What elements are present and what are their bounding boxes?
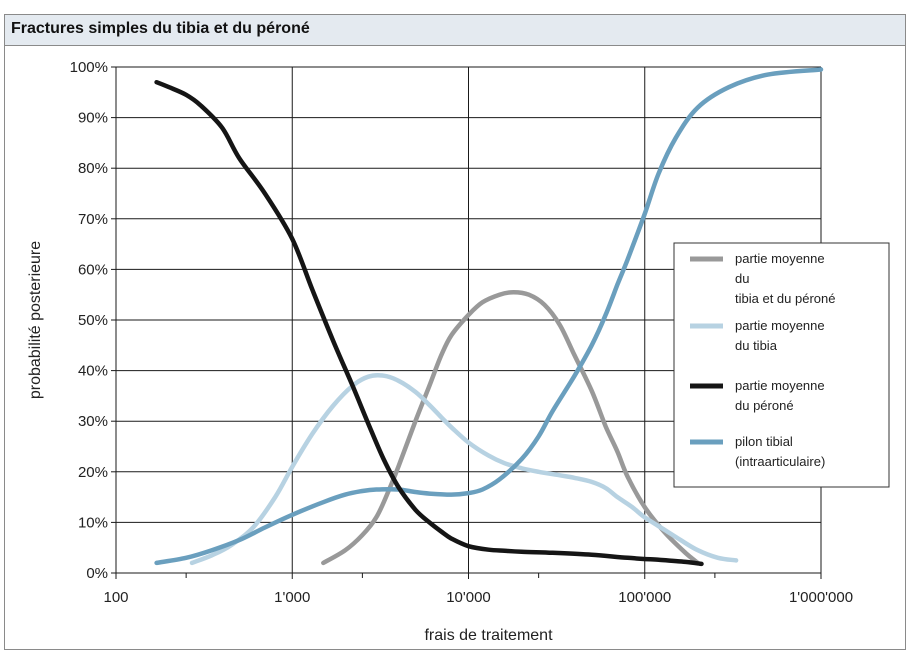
y-tick-label: 30% bbox=[78, 413, 108, 430]
series-lines bbox=[154, 67, 824, 567]
legend-label: partie moyenne bbox=[735, 378, 825, 393]
x-tick-label: 1'000 bbox=[274, 589, 310, 606]
y-tick-label: 0% bbox=[86, 565, 108, 582]
y-tick-label: 50% bbox=[78, 312, 108, 329]
legend-label: partie moyenne bbox=[735, 251, 825, 266]
chart-header: Fractures simples du tibia et du péroné bbox=[5, 15, 905, 46]
y-tick-label: 60% bbox=[78, 261, 108, 278]
legend-label: du bbox=[735, 271, 749, 286]
legend: partie moyenne du tibia et du péroné partie… bbox=[673, 242, 890, 488]
series-line-2 bbox=[189, 373, 739, 566]
legend-label: du péroné bbox=[735, 398, 794, 413]
x-axis-label: frais de traitement bbox=[424, 627, 553, 644]
y-tick-label: 10% bbox=[78, 514, 108, 531]
y-tick-label: 90% bbox=[78, 110, 108, 127]
y-tick-label: 80% bbox=[78, 160, 108, 177]
y-tick-label: 40% bbox=[78, 363, 108, 380]
x-tick-label: 1'000'000 bbox=[789, 589, 853, 606]
x-tick-label: 10'000 bbox=[446, 589, 491, 606]
legend-label: du tibia bbox=[735, 338, 778, 353]
legend-label: tibia et du péroné bbox=[735, 291, 835, 306]
x-tick-label: 100 bbox=[103, 589, 128, 606]
series-line-4 bbox=[154, 67, 824, 566]
y-tick-label: 70% bbox=[78, 211, 108, 228]
chart-title: Fractures simples du tibia et du péroné bbox=[11, 20, 310, 37]
y-axis-label: probabilité posterieure bbox=[27, 241, 44, 399]
legend-label: (intraarticulaire) bbox=[735, 454, 825, 469]
legend-label: pilon tibial bbox=[735, 434, 793, 449]
series-line-3 bbox=[154, 79, 704, 567]
legend-label: partie moyenne bbox=[735, 318, 825, 333]
x-tick-label: 100'000 bbox=[618, 589, 671, 606]
y-tick-label: 100% bbox=[70, 59, 108, 76]
axes: 0% 10% 20% 30% 40% 50% 60% 70% 80% 90% 100% 100 1'00… bbox=[70, 59, 853, 606]
y-tick-label: 20% bbox=[78, 464, 108, 481]
legend-box bbox=[673, 242, 890, 488]
